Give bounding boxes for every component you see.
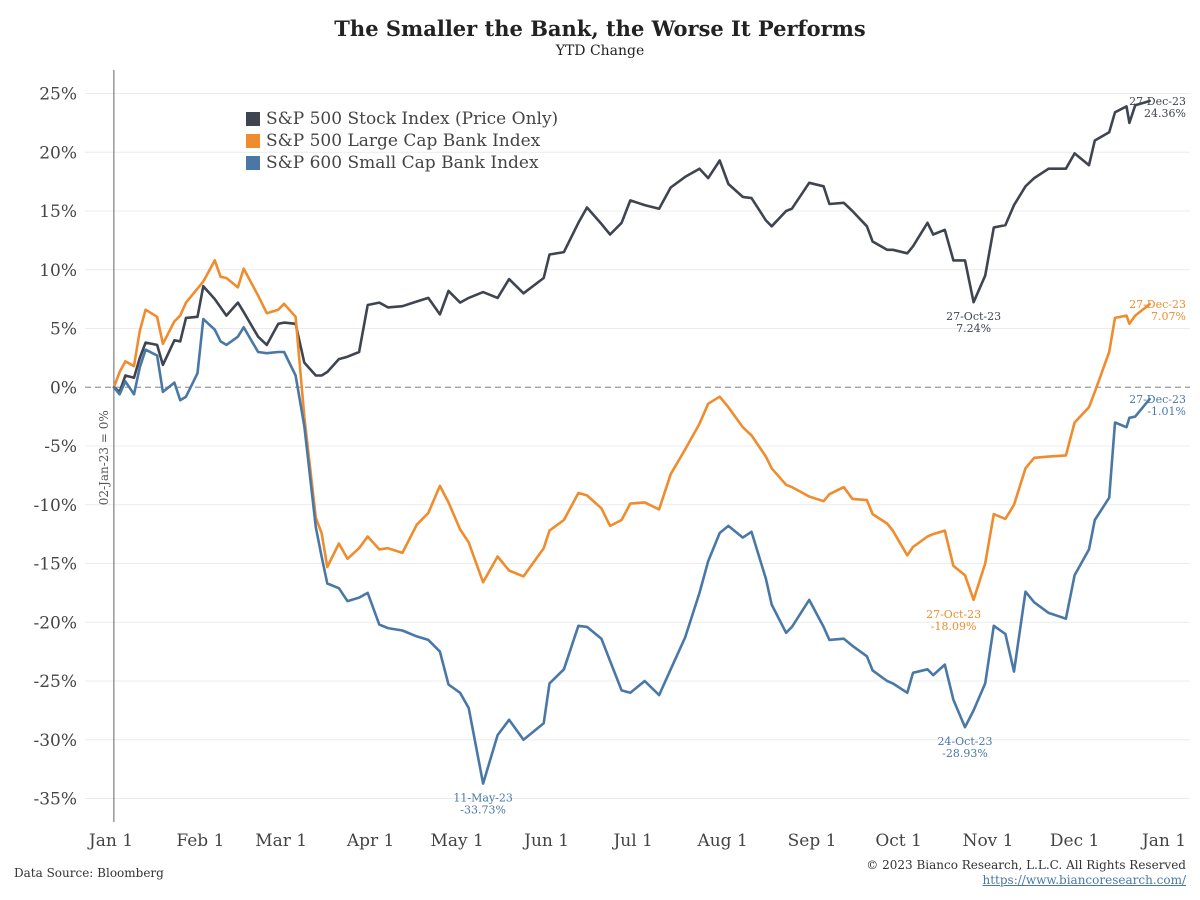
- website-link[interactable]: https://www.biancoresearch.com/: [982, 873, 1186, 887]
- x-tick-label: Nov 1: [963, 831, 1014, 851]
- annotation-label: 27-Oct-23: [926, 608, 981, 621]
- annotation-label: 27-Dec-23: [1129, 298, 1186, 311]
- legend-swatch: [246, 112, 260, 126]
- y-tick-label: 5%: [50, 320, 77, 340]
- x-tick-label: Aug 1: [696, 831, 747, 851]
- x-tick-label: Dec 1: [1050, 831, 1099, 851]
- y-tick-label: 20%: [39, 143, 77, 163]
- y-tick-label: 10%: [39, 261, 77, 281]
- annotation-label: 27-Oct-23: [946, 310, 1001, 323]
- series-line-2: [112, 259, 1151, 602]
- annotation-label: -28.93%: [942, 747, 988, 760]
- x-tick-label: May 1: [430, 831, 483, 851]
- annotation-label: -33.73%: [460, 804, 506, 817]
- annotation-label: 27-Dec-23: [1129, 393, 1186, 406]
- chart-title: The Smaller the Bank, the Worse It Perfo…: [334, 16, 866, 41]
- annotation-label: 24.36%: [1144, 107, 1186, 120]
- legend: S&P 500 Stock Index (Price Only) S&P 500…: [246, 108, 558, 174]
- y-tick-label: -15%: [33, 555, 77, 575]
- x-tick-label: Apr 1: [346, 831, 395, 851]
- y-tick-label: -30%: [33, 731, 77, 751]
- y-tick-label: -5%: [44, 437, 77, 457]
- x-tick-label: Oct 1: [875, 831, 922, 851]
- x-tick-label: Jan 1: [87, 831, 133, 851]
- annotation-label: 24-Oct-23: [937, 735, 992, 748]
- legend-label: S&P 500 Large Cap Bank Index: [266, 131, 541, 151]
- y-tick-label: -35%: [33, 790, 77, 810]
- copyright: © 2023 Bianco Research, L.L.C. All Right…: [866, 858, 1186, 872]
- annotation-label: 7.24%: [956, 322, 991, 335]
- annotation-label: 27-Dec-23: [1129, 95, 1186, 108]
- x-tick-label: Jun 1: [522, 831, 569, 851]
- legend-swatch: [246, 156, 260, 170]
- legend-item: S&P 600 Small Cap Bank Index: [246, 152, 558, 174]
- annotation-label: 7.07%: [1151, 310, 1186, 323]
- y-tick-label: 0%: [50, 378, 77, 398]
- y-tick-label: -20%: [33, 613, 77, 633]
- x-tick-label: Jan 1: [1140, 831, 1186, 851]
- annotation-label: -1.01%: [1147, 405, 1186, 418]
- x-tick-label: Mar 1: [255, 831, 307, 851]
- legend-item: S&P 500 Large Cap Bank Index: [246, 130, 558, 152]
- x-tick-label: Sep 1: [788, 831, 837, 851]
- legend-label: S&P 500 Stock Index (Price Only): [266, 109, 559, 129]
- y-tick-label: -10%: [33, 496, 77, 516]
- legend-item: S&P 500 Stock Index (Price Only): [246, 108, 558, 130]
- chart-subtitle: YTD Change: [555, 43, 645, 59]
- data-source: Data Source: Bloomberg: [14, 866, 164, 880]
- annotation-label: 11-May-23: [453, 792, 512, 805]
- series-line-3: [112, 317, 1151, 785]
- x-tick-label: Jul 1: [611, 831, 652, 851]
- annotation-label: -18.09%: [931, 620, 977, 633]
- y-tick-label: 15%: [39, 202, 77, 222]
- legend-swatch: [246, 134, 260, 148]
- x-tick-label: Feb 1: [176, 831, 224, 851]
- y-tick-label: 25%: [39, 85, 77, 105]
- legend-label: S&P 600 Small Cap Bank Index: [266, 153, 539, 173]
- baseline-label: 02-Jan-23 = 0%: [97, 410, 111, 505]
- series-line-1: [112, 99, 1151, 394]
- y-tick-label: -25%: [33, 672, 77, 692]
